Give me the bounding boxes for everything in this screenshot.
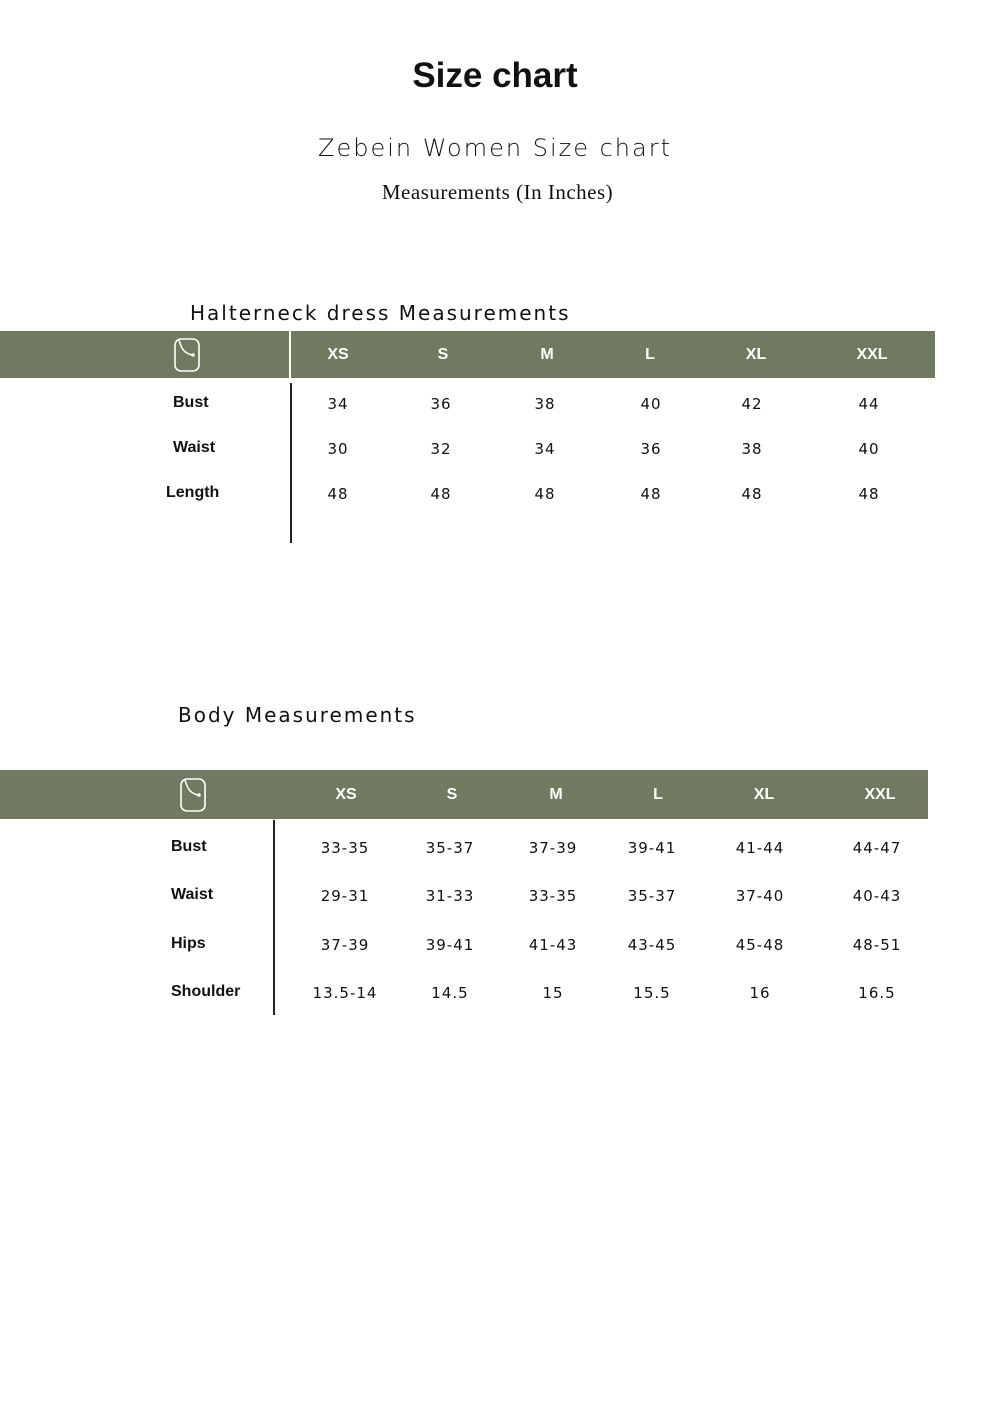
- table1-title: Halterneck dress Measurements: [190, 301, 571, 325]
- body-measure-icon: [173, 337, 201, 377]
- cell-value: 37-39: [320, 936, 370, 954]
- size-header-l: L: [653, 785, 663, 803]
- cell-value: 41-43: [528, 936, 578, 954]
- cell-value: 35-37: [425, 839, 475, 857]
- cell-value: 37-40: [735, 887, 785, 905]
- halterneck-table: XS S M L XL XXL Bust 34 36 38 40 42 44 Waist 30 32 34 36 3…: [0, 331, 935, 551]
- cell-value: 40: [640, 395, 662, 413]
- cell-value: 48: [430, 485, 452, 503]
- cell-value: 13.5-14: [312, 984, 378, 1002]
- cell-value: 15.5: [633, 984, 671, 1002]
- subtitle: Zebein Women Size chart: [318, 134, 672, 162]
- cell-value: 48: [327, 485, 349, 503]
- cell-value: 45-48: [735, 936, 785, 954]
- cell-value: 15: [542, 984, 564, 1002]
- row-label-shoulder: Shoulder: [171, 983, 241, 1000]
- size-header-l: L: [645, 345, 655, 363]
- cell-value: 37-39: [528, 839, 578, 857]
- size-header-xl: XL: [745, 345, 767, 363]
- cell-value: 35-37: [627, 887, 677, 905]
- header-row: [0, 770, 928, 819]
- header-divider: [289, 331, 291, 378]
- cell-value: 36: [430, 395, 452, 413]
- size-header-xs: XS: [327, 345, 349, 363]
- cell-value: 33-35: [528, 887, 578, 905]
- cell-value: 32: [430, 440, 452, 458]
- cell-value: 39-41: [627, 839, 677, 857]
- row-label-bust: Bust: [173, 394, 209, 411]
- cell-value: 34: [534, 440, 556, 458]
- size-header-xxl: XXL: [864, 785, 896, 803]
- cell-value: 40-43: [852, 887, 902, 905]
- cell-value: 14.5: [431, 984, 469, 1002]
- cell-value: 38: [741, 440, 763, 458]
- units-note: Measurements (In Inches): [381, 180, 614, 204]
- size-header-m: M: [540, 345, 554, 363]
- row-label-waist: Waist: [173, 439, 216, 456]
- page-title: Size chart: [412, 56, 578, 95]
- cell-value: 48: [858, 485, 880, 503]
- cell-value: 31-33: [425, 887, 475, 905]
- cell-value: 38: [534, 395, 556, 413]
- size-header-xxl: XXL: [856, 345, 888, 363]
- row-label-bust: Bust: [171, 838, 207, 855]
- size-header-xl: XL: [753, 785, 775, 803]
- cell-value: 29-31: [320, 887, 370, 905]
- cell-value: 33-35: [320, 839, 370, 857]
- cell-value: 40: [858, 440, 880, 458]
- cell-value: 34: [327, 395, 349, 413]
- body-table: XS S M L XL XXL Bust 33-35 35-37 37-39 39-41 41-44 4…: [0, 770, 928, 1030]
- cell-value: 48-51: [852, 936, 902, 954]
- row-label-length: Length: [166, 484, 220, 501]
- row-label-waist: Waist: [171, 886, 214, 903]
- size-header-xs: XS: [335, 785, 357, 803]
- cell-value: 48: [534, 485, 556, 503]
- cell-value: 30: [327, 440, 349, 458]
- row-label-hips: Hips: [171, 935, 206, 952]
- size-header-m: M: [549, 785, 563, 803]
- size-header-s: S: [446, 785, 458, 803]
- cell-value: 39-41: [425, 936, 475, 954]
- cell-value: 44: [858, 395, 880, 413]
- cell-value: 48: [741, 485, 763, 503]
- header-row: [0, 331, 935, 378]
- cell-value: 16: [749, 984, 771, 1002]
- column-divider: [290, 383, 292, 543]
- body-measure-icon: [179, 777, 207, 817]
- cell-value: 16.5: [858, 984, 896, 1002]
- table2-title: Body Measurements: [178, 703, 417, 727]
- cell-value: 42: [741, 395, 763, 413]
- cell-value: 41-44: [735, 839, 785, 857]
- cell-value: 36: [640, 440, 662, 458]
- size-header-s: S: [437, 345, 449, 363]
- column-divider: [273, 820, 275, 1015]
- cell-value: 44-47: [852, 839, 902, 857]
- cell-value: 48: [640, 485, 662, 503]
- cell-value: 43-45: [627, 936, 677, 954]
